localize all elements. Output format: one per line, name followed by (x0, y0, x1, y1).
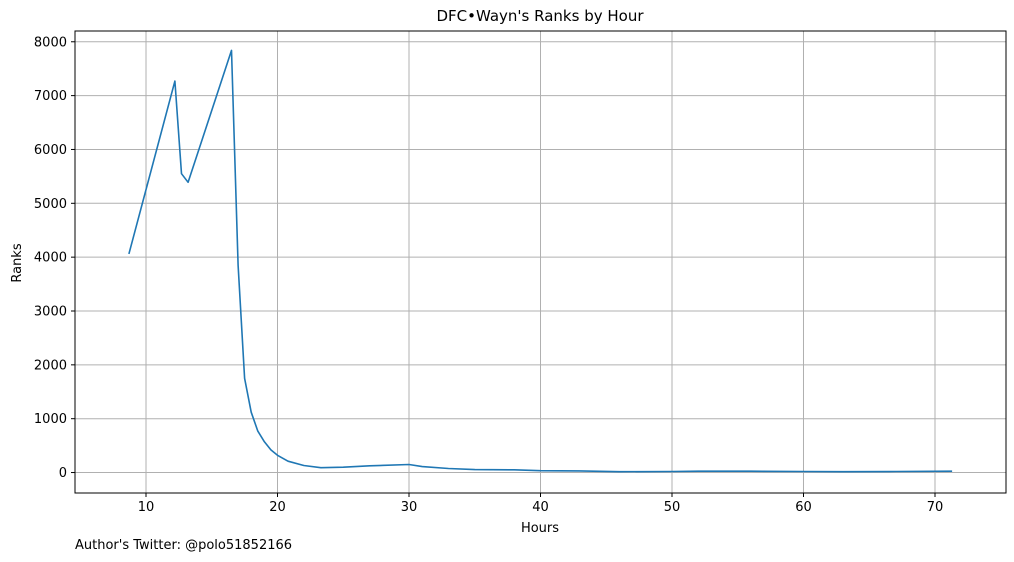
y-tick-label: 2000 (34, 358, 67, 373)
tick-marks (71, 41, 936, 497)
x-axis-label: Hours (521, 521, 559, 536)
x-tick-label: 50 (664, 500, 681, 515)
x-tick-label: 40 (532, 500, 549, 515)
x-tick-label: 30 (401, 500, 418, 515)
y-tick-label: 8000 (34, 35, 67, 50)
series-layer (128, 49, 953, 473)
y-axis-label: Ranks (10, 243, 25, 282)
x-tick-label: 20 (269, 500, 286, 515)
x-tick-label: 60 (795, 500, 812, 515)
y-tick-label: 6000 (34, 143, 67, 158)
series-line-ranks (128, 49, 953, 473)
y-tick-label: 3000 (34, 305, 67, 320)
grid (75, 31, 1006, 493)
y-tick-label: 1000 (34, 412, 67, 427)
x-tick-label: 10 (138, 500, 155, 515)
x-tick-label: 70 (927, 500, 944, 515)
y-tick-label: 7000 (34, 89, 67, 104)
y-tick-label: 4000 (34, 251, 67, 266)
x-tick-labels: 10 20 30 40 50 60 70 (138, 500, 944, 515)
y-tick-labels: 0 1000 2000 3000 4000 5000 6000 7000 8000 (34, 35, 67, 481)
author-twitter-footnote: Author's Twitter: @polo51852166 (75, 538, 293, 553)
y-tick-label: 5000 (34, 197, 67, 212)
chart-title: DFC•Wayn's Ranks by Hour (436, 7, 644, 25)
y-tick-label: 0 (59, 466, 67, 481)
